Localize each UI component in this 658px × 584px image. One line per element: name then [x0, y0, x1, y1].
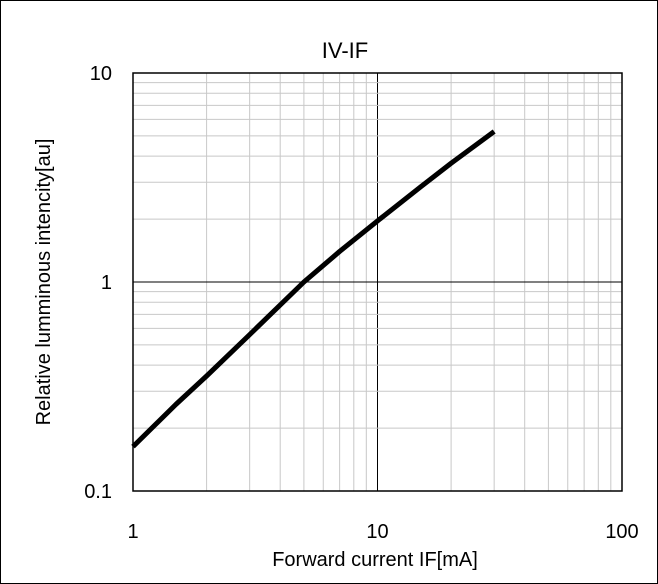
x-axis-label: Forward current IF[mA] [272, 549, 478, 571]
chart-title: IV-IF [322, 38, 368, 63]
y-axis-label: Relative lumminous intencity[au] [33, 139, 55, 426]
y-tick-label: 1 [101, 272, 112, 294]
series-points [132, 131, 495, 447]
x-axis-tick-labels: 1 10 100 [127, 521, 638, 543]
plot-area [132, 72, 623, 492]
y-tick-label: 0.1 [84, 481, 112, 503]
x-tick-label: 10 [366, 521, 388, 543]
grid [133, 73, 622, 491]
x-tick-label: 100 [605, 521, 638, 543]
y-axis-tick-labels: 0.1 1 10 [84, 63, 112, 503]
y-tick-label: 10 [90, 63, 112, 85]
x-tick-label: 1 [127, 521, 138, 543]
series-line [131, 129, 496, 449]
